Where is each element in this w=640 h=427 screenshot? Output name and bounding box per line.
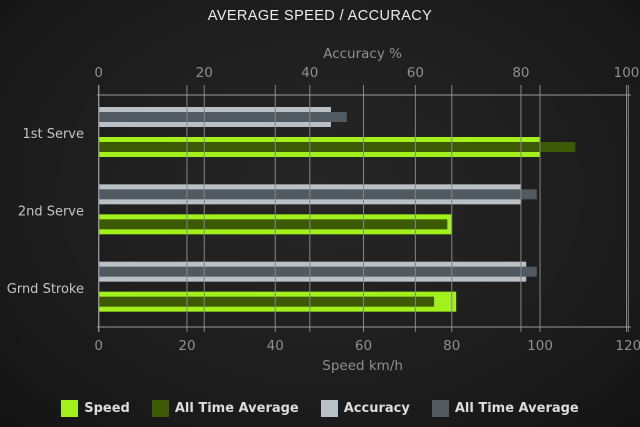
bar-speed-average[interactable]	[98, 142, 576, 152]
top-axis-tick-label: 0	[94, 65, 103, 81]
bottom-axis-tick-label: 120	[615, 338, 640, 354]
bottom-axis-tick-label: 20	[178, 338, 195, 354]
legend-label: Accuracy	[343, 401, 410, 416]
legend-item: Accuracy	[320, 400, 410, 417]
legend-item: Speed	[61, 400, 130, 417]
top-axis-title: Accuracy %	[323, 46, 402, 62]
category-label: 1st Serve	[22, 127, 84, 142]
legend-swatch-icon	[431, 400, 449, 417]
top-axis-tick-label: 40	[301, 65, 318, 81]
legend-swatch-icon	[320, 400, 338, 417]
bar-accuracy-average[interactable]	[98, 112, 347, 122]
legend-swatch-icon	[61, 400, 79, 417]
legend-item: All Time Average	[431, 400, 579, 417]
bottom-axis-tick-label: 60	[355, 338, 372, 354]
legend: Speed All Time Average Accuracy All Time Av…	[0, 400, 640, 417]
top-axis-tick-label: 60	[407, 65, 424, 81]
legend-label: All Time Average	[454, 401, 579, 416]
category-label: Grnd Stroke	[7, 282, 84, 297]
bottom-axis-title: Speed km/h	[322, 358, 403, 374]
bottom-axis-tick-label: 0	[94, 338, 103, 354]
bottom-axis-tick-label: 100	[527, 338, 553, 354]
legend-swatch-icon	[151, 400, 169, 417]
top-axis-tick-label: 20	[196, 65, 213, 81]
legend-label: Speed	[84, 401, 130, 416]
chart-title: AVERAGE SPEED / ACCURACY	[207, 8, 433, 24]
bar-accuracy-average[interactable]	[98, 266, 537, 277]
top-axis-tick-label: 100	[614, 65, 640, 81]
bar-accuracy-average[interactable]	[98, 189, 537, 200]
bar-speed-average[interactable]	[98, 296, 435, 307]
legend-label: All Time Average	[174, 401, 299, 416]
bottom-axis-tick-label: 80	[443, 338, 460, 354]
bottom-axis-tick-label: 40	[267, 338, 284, 354]
bar-speed-average[interactable]	[98, 219, 448, 230]
category-label: 2nd Serve	[18, 205, 84, 220]
legend-item: All Time Average	[151, 400, 299, 417]
top-axis-tick-label: 80	[512, 65, 529, 81]
